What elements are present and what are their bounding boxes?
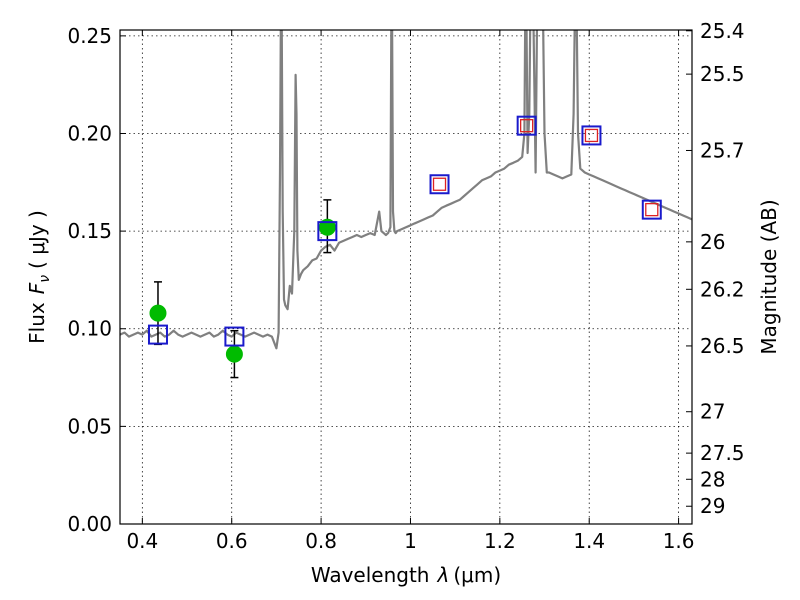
- y2-tick-label: 25.4: [700, 19, 745, 43]
- y-tick-label: 0.25: [67, 24, 112, 48]
- y-tick-label: 0.15: [67, 219, 112, 243]
- y2-tick-label: 25.7: [700, 138, 745, 162]
- observed-point: [149, 304, 167, 322]
- y-tick-label: 0.20: [67, 121, 112, 145]
- model-small-marker: [432, 177, 447, 191]
- x-tick-label: 0.4: [126, 529, 158, 553]
- axes: 0.4 0.6 0.8 1 1.2 1.4 1.6 0.00 0.05 0.10 0.15 0.20 0…: [67, 19, 744, 553]
- y-axis-label: FluxFν( μJy ): [25, 210, 53, 344]
- x-tick-label: 1.2: [484, 529, 516, 553]
- photometry-layer: [147, 115, 662, 379]
- model-square-marker: [516, 115, 537, 136]
- x-tick-label: 1.4: [573, 529, 605, 553]
- model-small-marker: [520, 119, 534, 133]
- y-tick-label: 0.05: [67, 414, 112, 438]
- model-small-marker: [584, 128, 599, 143]
- y-tick-label: 0.00: [67, 512, 112, 536]
- grid: [120, 30, 692, 524]
- model-square-marker: [147, 324, 168, 345]
- y2-tick-label: 25.5: [700, 62, 745, 86]
- model-square-marker: [581, 125, 602, 146]
- y2-tick-label: 26: [700, 230, 725, 254]
- y2-tick-label: 26.2: [700, 277, 745, 301]
- y2-tick-label: 29: [700, 494, 725, 518]
- y2-tick-label: 26.5: [700, 334, 745, 358]
- model-small-marker: [645, 202, 659, 217]
- model-square-marker: [224, 326, 245, 347]
- x-tick-label: 0.6: [216, 529, 248, 553]
- x-tick-label: 0.8: [305, 529, 337, 553]
- plot-frame: [119, 29, 693, 525]
- y2-axis-label: Magnitude (AB): [757, 199, 781, 354]
- model-square-marker: [317, 221, 338, 242]
- y2-tick-label: 28: [700, 467, 725, 491]
- x-axis-label: Wavelength λ (μm): [311, 563, 501, 587]
- y2-tick-label: 27.5: [700, 441, 745, 465]
- x-tick-label: 1.6: [663, 529, 695, 553]
- observed-point: [225, 345, 243, 363]
- model-square-marker: [429, 174, 450, 195]
- y2-tick-label: 27: [700, 400, 725, 424]
- model-square-marker: [641, 199, 662, 220]
- y-tick-label: 0.10: [67, 317, 112, 341]
- x-tick-label: 1: [404, 529, 417, 553]
